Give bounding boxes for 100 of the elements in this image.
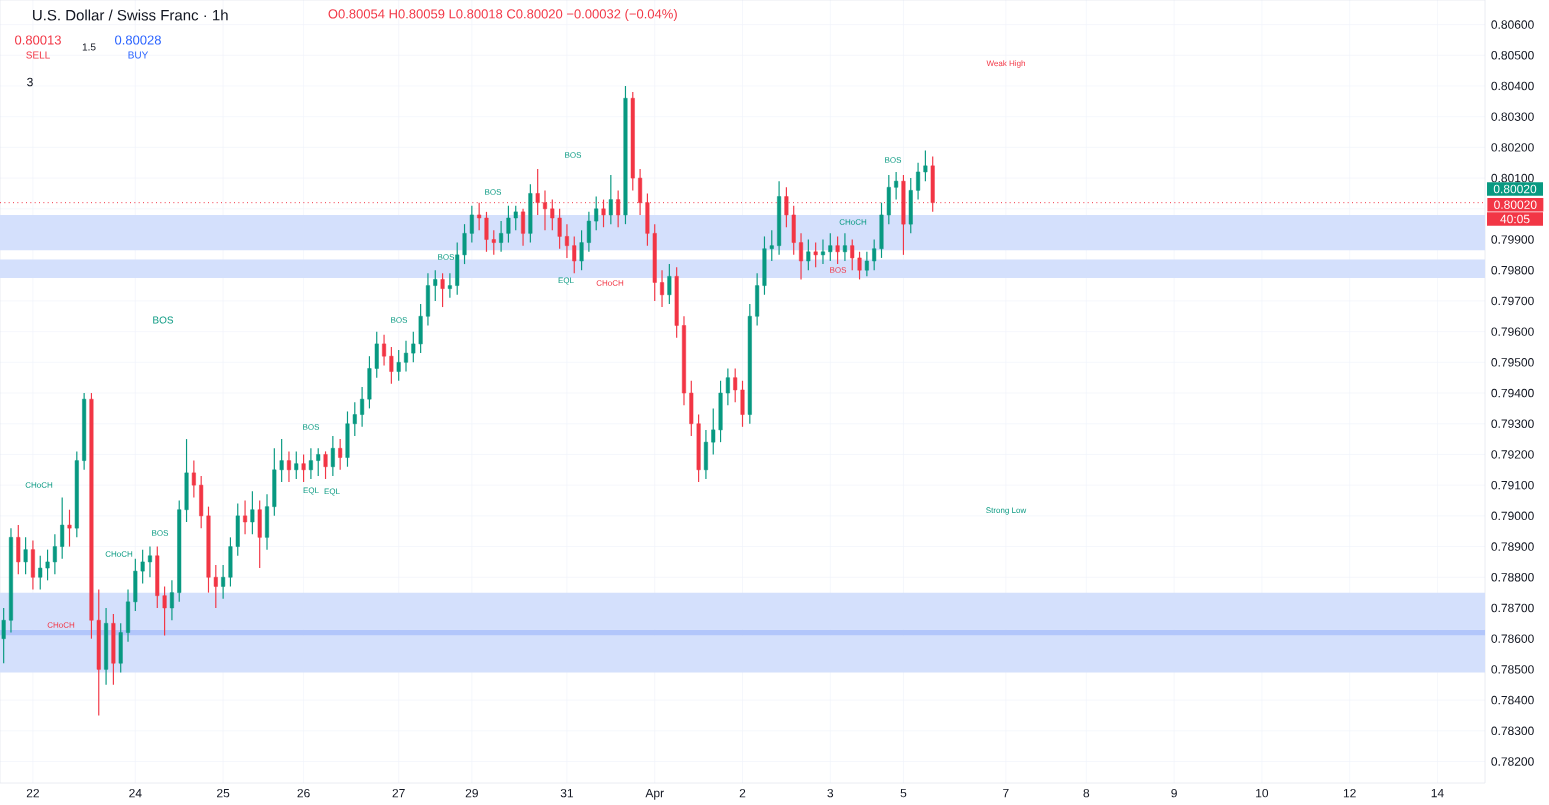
annotation: BOS [830,267,847,273]
x-tick-label: 3 [827,788,834,798]
candlestick [213,564,218,609]
y-tick-label: 0.80100 [1491,173,1534,183]
candlestick [16,524,21,575]
candlestick [162,585,167,637]
ref-line-label: 0.80020 [1494,200,1537,209]
candlestick [184,438,189,523]
y-tick-label: 0.79800 [1491,265,1534,275]
y-tick-label: 0.78700 [1491,603,1534,613]
candlestick [396,349,401,382]
y-tick-label: 0.78500 [1491,665,1534,674]
y-tick-label: 0.79500 [1491,358,1534,367]
y-tick-label: 0.80400 [1491,81,1534,91]
y-tick-label: 0.79900 [1491,235,1534,244]
annotation: 0.80013 [15,35,61,45]
annotation: 3 [27,77,33,87]
x-tick-label: 14 [1431,788,1444,798]
candlestick [528,183,533,244]
x-tick-label: 24 [129,788,142,798]
candlestick [133,558,138,612]
y-tick-label: 0.78300 [1491,726,1534,736]
candlestick [279,438,284,483]
y-tick-label: 0.79100 [1491,480,1534,490]
candlestick [689,380,694,437]
candlestick [338,438,343,471]
candlestick [345,410,350,468]
candlestick [433,269,438,302]
candlestick [623,85,628,225]
y-tick-label: 0.79400 [1491,388,1534,398]
y-tick-label: 0.79000 [1491,511,1534,521]
candlestick [491,229,496,256]
candlestick [418,303,423,354]
candlestick [923,149,928,182]
annotation: Weak High [986,60,1025,68]
candlestick [352,401,357,437]
y-tick-label: 0.78900 [1491,542,1534,551]
y-tick-label: 0.79600 [1491,327,1534,336]
candlestick [206,506,211,594]
candlestick [111,613,116,686]
candlestick [850,238,855,271]
candlestick [886,174,891,225]
text: O0.80054 H0.80059 L0.80018 C0.80020 −0.00032 (−0.04%) [328,8,677,22]
candlestick [177,499,182,603]
candlestick [908,177,913,234]
x-tick-label: 7 [1003,788,1009,798]
candlestick [389,346,394,385]
y-tick-label: 0.80300 [1491,112,1534,121]
candlestick [118,622,123,674]
candlestick [513,205,518,231]
candlestick [67,509,72,548]
candlestick [96,588,101,717]
candlestick [74,450,79,538]
y-tick-label: 0.79300 [1491,419,1534,428]
candlestick [872,238,877,271]
y-tick-label: 0.80600 [1491,20,1534,29]
annotation: EQL [324,488,340,496]
candlestick [462,223,467,265]
y-tick-label: 0.79200 [1491,450,1534,459]
annotation: 1.5 [82,43,96,51]
x-tick-label: 29 [465,788,478,798]
x-tick-label: 22 [26,788,39,798]
candlestick [696,413,701,483]
annotation: SELL [26,51,50,59]
annotation: CHoCH [839,219,867,225]
annotation: BOS [153,316,174,324]
candlestick [301,453,306,483]
annotation: EQL [303,487,319,495]
y-tick-label: 0.78600 [1491,634,1534,643]
candlestick [323,450,328,480]
candlestick [155,545,160,609]
annotation: BOS [391,317,408,323]
candlestick [89,392,94,640]
annotation: BOS [885,157,902,163]
x-tick-label: 8 [1083,788,1090,798]
candlestick [228,536,233,588]
candlestick [733,367,738,403]
candlestick [455,241,460,296]
y-tick-label: 0.78800 [1491,573,1534,582]
candlestick [828,232,833,262]
annotation: CHoCH [105,551,133,557]
candlestick [557,208,562,250]
candlestick [857,251,862,281]
candlestick [294,450,299,480]
candlestick [235,502,240,557]
annotation: BOS [438,254,455,260]
y-tick-label: 0.79700 [1491,296,1534,306]
text: 0.80020 [1493,184,1537,194]
y-tick-label: 0.78400 [1491,695,1534,705]
candlestick [367,355,372,409]
candlestick [652,223,657,302]
candlestick [608,174,613,225]
x-tick-label: 31 [560,788,574,798]
x-tick-label: 10 [1256,788,1269,798]
candlestick [1,607,6,664]
candlestick [60,496,65,560]
y-tick-label: 0.78200 [1491,757,1534,766]
candlestick [257,499,262,569]
candlestick [272,447,277,517]
candlestick [469,205,474,244]
